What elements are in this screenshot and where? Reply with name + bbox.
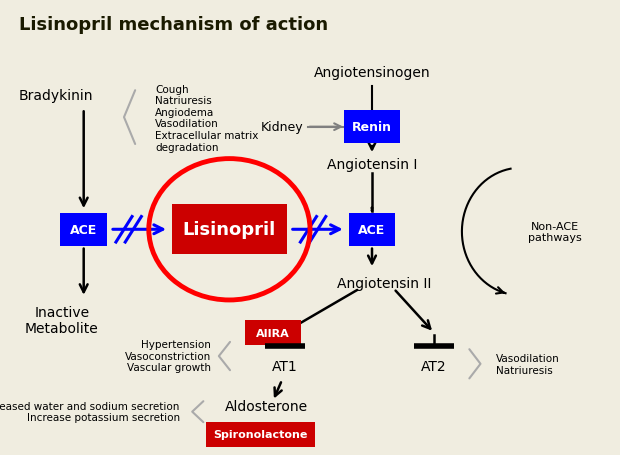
- Text: AIIRA: AIIRA: [256, 328, 290, 338]
- FancyBboxPatch shape: [172, 205, 286, 255]
- Text: Angiotensinogen: Angiotensinogen: [314, 66, 430, 80]
- Text: Kidney: Kidney: [261, 121, 304, 134]
- FancyBboxPatch shape: [245, 320, 301, 346]
- Text: ACE: ACE: [70, 223, 97, 236]
- Text: Renin: Renin: [352, 121, 392, 134]
- Text: Vasodilation
Natriuresis: Vasodilation Natriuresis: [496, 353, 560, 375]
- Text: Bradykinin: Bradykinin: [19, 89, 93, 102]
- FancyBboxPatch shape: [344, 111, 400, 144]
- FancyBboxPatch shape: [348, 213, 396, 246]
- Text: AT1: AT1: [272, 359, 298, 373]
- FancyBboxPatch shape: [206, 422, 315, 447]
- Text: Lisinopril mechanism of action: Lisinopril mechanism of action: [19, 16, 328, 34]
- Text: Non-ACE
pathways: Non-ACE pathways: [528, 221, 582, 243]
- Text: Angiotensin I: Angiotensin I: [327, 158, 417, 172]
- Text: Cough
Natriuresis
Angiodema
Vasodilation
Extracellular matrix
degradation: Cough Natriuresis Angiodema Vasodilation…: [155, 84, 259, 152]
- Text: AT2: AT2: [421, 359, 447, 373]
- Text: Inactive
Metabolite: Inactive Metabolite: [25, 305, 99, 335]
- Text: Spironolactone: Spironolactone: [213, 430, 308, 440]
- FancyBboxPatch shape: [61, 213, 107, 246]
- Text: Decreased water and sodium secretion
Increase potassium secretion: Decreased water and sodium secretion Inc…: [0, 401, 180, 423]
- Text: Hypertension
Vasoconstriction
Vascular growth: Hypertension Vasoconstriction Vascular g…: [125, 339, 211, 372]
- Text: Aldosterone: Aldosterone: [225, 399, 308, 413]
- Text: Lisinopril: Lisinopril: [183, 221, 276, 239]
- Text: ACE: ACE: [358, 223, 386, 236]
- Text: Angiotensin II: Angiotensin II: [337, 276, 432, 290]
